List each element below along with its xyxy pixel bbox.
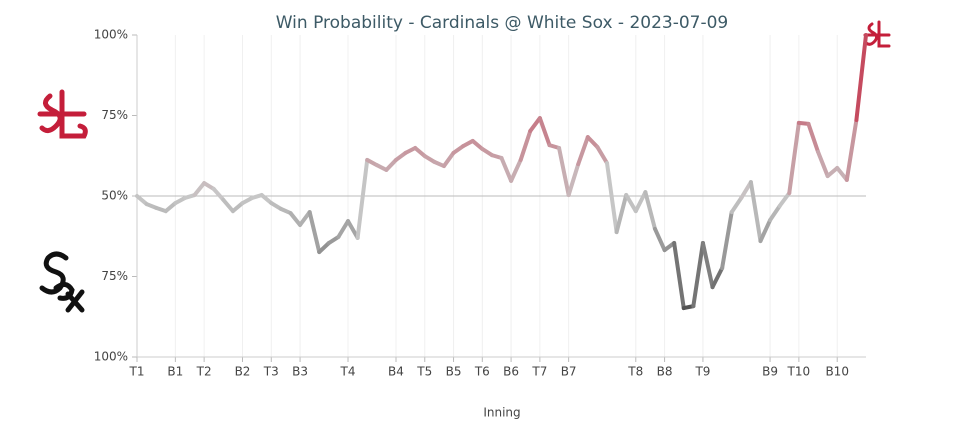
line-segment	[787, 120, 801, 196]
line-segment	[192, 181, 207, 198]
x-tick-label: T7	[531, 365, 547, 379]
line-segment	[211, 186, 226, 202]
line-segment	[576, 135, 590, 167]
x-tick-label: T2	[196, 365, 212, 379]
line-segment	[221, 197, 235, 214]
line-segment	[614, 193, 629, 235]
x-tick-label: B2	[235, 365, 251, 379]
line-segment	[298, 210, 312, 227]
line-segment	[633, 190, 648, 214]
line-segment	[777, 191, 792, 208]
line-segment	[729, 195, 744, 215]
line-segment	[230, 201, 245, 214]
x-tick-label: B7	[561, 365, 577, 379]
line-segment	[413, 146, 427, 159]
line-segment	[595, 145, 610, 166]
line-segment	[624, 193, 638, 214]
line-segment	[509, 157, 523, 183]
line-segment	[854, 33, 868, 123]
cardinals-logo-small	[863, 20, 891, 48]
x-tick-label: T10	[787, 365, 811, 379]
line-segment	[748, 180, 763, 244]
x-tick-label: B1	[167, 365, 183, 379]
x-tick-label: B9	[762, 365, 778, 379]
line-segment	[135, 194, 149, 207]
x-tick-label: T1	[129, 365, 145, 379]
line-segment	[384, 157, 398, 172]
line-segment	[537, 116, 552, 148]
line-segment	[566, 162, 581, 198]
line-segment	[259, 193, 274, 206]
x-tick-label: T6	[474, 365, 490, 379]
x-tick-label: B8	[657, 365, 673, 379]
line-segment	[336, 219, 351, 239]
line-segment	[288, 211, 303, 227]
line-segment	[605, 161, 619, 235]
line-segment	[710, 266, 725, 290]
x-tick-label: B4	[388, 365, 404, 379]
y-tick-label: 75%	[101, 108, 128, 122]
line-segment	[739, 180, 753, 200]
y-tick-label: 100%	[94, 350, 128, 364]
line-segment	[844, 118, 859, 182]
line-segment	[499, 156, 514, 183]
line-segment	[806, 121, 821, 154]
x-axis-title: Inning	[483, 406, 520, 420]
cardinals-logo	[37, 89, 88, 139]
x-tick-label: B5	[446, 365, 462, 379]
line-segment	[691, 241, 705, 309]
x-tick-label: T4	[340, 365, 356, 379]
y-tick-label: 75%	[101, 269, 128, 283]
x-tick-label: T5	[416, 365, 432, 379]
line-segment	[163, 201, 178, 214]
line-segment	[672, 241, 686, 311]
line-segment	[768, 203, 782, 223]
line-segment	[585, 135, 600, 150]
line-segment	[441, 150, 456, 169]
y-tick-label: 50%	[101, 189, 128, 203]
chart-title: Win Probability - Cardinals @ White Sox …	[276, 13, 729, 33]
y-tick-label: 100%	[94, 28, 128, 42]
x-tick-label: T8	[627, 365, 643, 379]
x-tick-label: T9	[694, 365, 710, 379]
line-segment	[317, 241, 331, 255]
line-segment	[528, 116, 542, 133]
line-segment	[700, 241, 715, 290]
line-segment	[758, 218, 773, 244]
line-segment	[643, 190, 657, 231]
line-segment	[557, 146, 571, 198]
line-segment	[816, 149, 830, 179]
white-sox-logo	[39, 251, 85, 313]
line-segment	[470, 138, 485, 151]
line-segment	[307, 210, 322, 255]
line-segment	[355, 157, 370, 240]
x-tick-label: T3	[263, 365, 279, 379]
x-tick-label: B3	[292, 365, 308, 379]
line-segment	[720, 210, 734, 271]
x-tick-label: B10	[825, 365, 849, 379]
line-segment	[652, 226, 667, 253]
line-segment	[518, 128, 533, 162]
line-segment	[825, 165, 840, 179]
x-tick-label: B6	[503, 365, 519, 379]
